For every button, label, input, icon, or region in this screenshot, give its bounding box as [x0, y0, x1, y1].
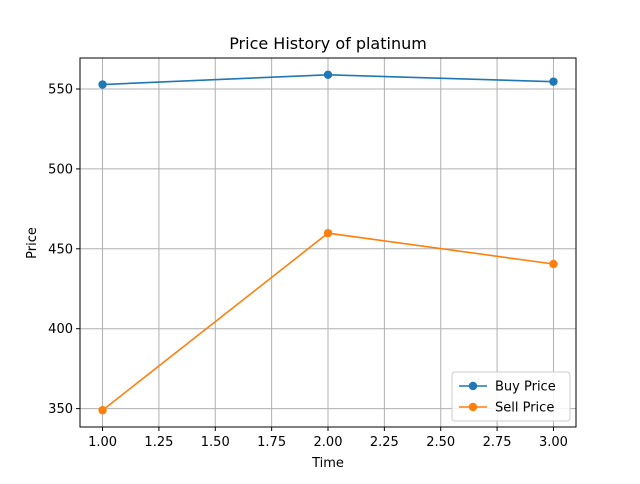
x-tick-label: 2.25: [370, 435, 399, 450]
legend-label: Sell Price: [495, 401, 554, 416]
x-tick-label: 1.00: [88, 435, 117, 450]
series-layer: [98, 70, 558, 415]
x-axis-label: Time: [311, 456, 344, 471]
x-tick-label: 3.00: [539, 435, 568, 450]
x-axis-ticks: 1.00 1.25 1.50 1.75 2.00 2.25 2.50 2.75 3.00: [88, 427, 568, 450]
x-tick-label: 2.00: [314, 435, 343, 450]
data-point: [98, 80, 107, 89]
x-tick-label: 2.75: [483, 435, 512, 450]
data-point: [98, 406, 107, 415]
legend-marker: [468, 381, 478, 391]
data-point: [549, 259, 558, 269]
x-tick-label: 1.75: [257, 435, 286, 450]
data-point: [323, 70, 333, 79]
legend-box: [451, 371, 571, 422]
series-buy-price: [98, 70, 558, 89]
legend-item: Buy Price: [459, 380, 556, 395]
legend-item: Sell Price: [459, 401, 554, 416]
y-tick-label: 400: [48, 322, 73, 337]
y-tick-label: 350: [48, 402, 73, 417]
y-tick-label: 500: [48, 162, 73, 177]
legend: Buy Price Sell Price: [451, 371, 571, 422]
y-axis-label: Price: [25, 227, 40, 259]
y-tick-label: 550: [48, 83, 73, 98]
y-tick-label: 450: [48, 242, 73, 257]
series-sell-price: [98, 228, 558, 415]
legend-marker: [468, 402, 478, 412]
data-point: [549, 77, 558, 86]
y-axis-ticks: 350 400 450 500 550: [48, 83, 80, 417]
chart-title: Price History of platinum: [229, 34, 427, 53]
x-tick-label: 2.50: [426, 435, 455, 450]
legend-label: Buy Price: [495, 380, 556, 395]
x-tick-label: 1.25: [144, 435, 173, 450]
data-point: [323, 228, 333, 238]
x-tick-label: 1.50: [201, 435, 230, 450]
